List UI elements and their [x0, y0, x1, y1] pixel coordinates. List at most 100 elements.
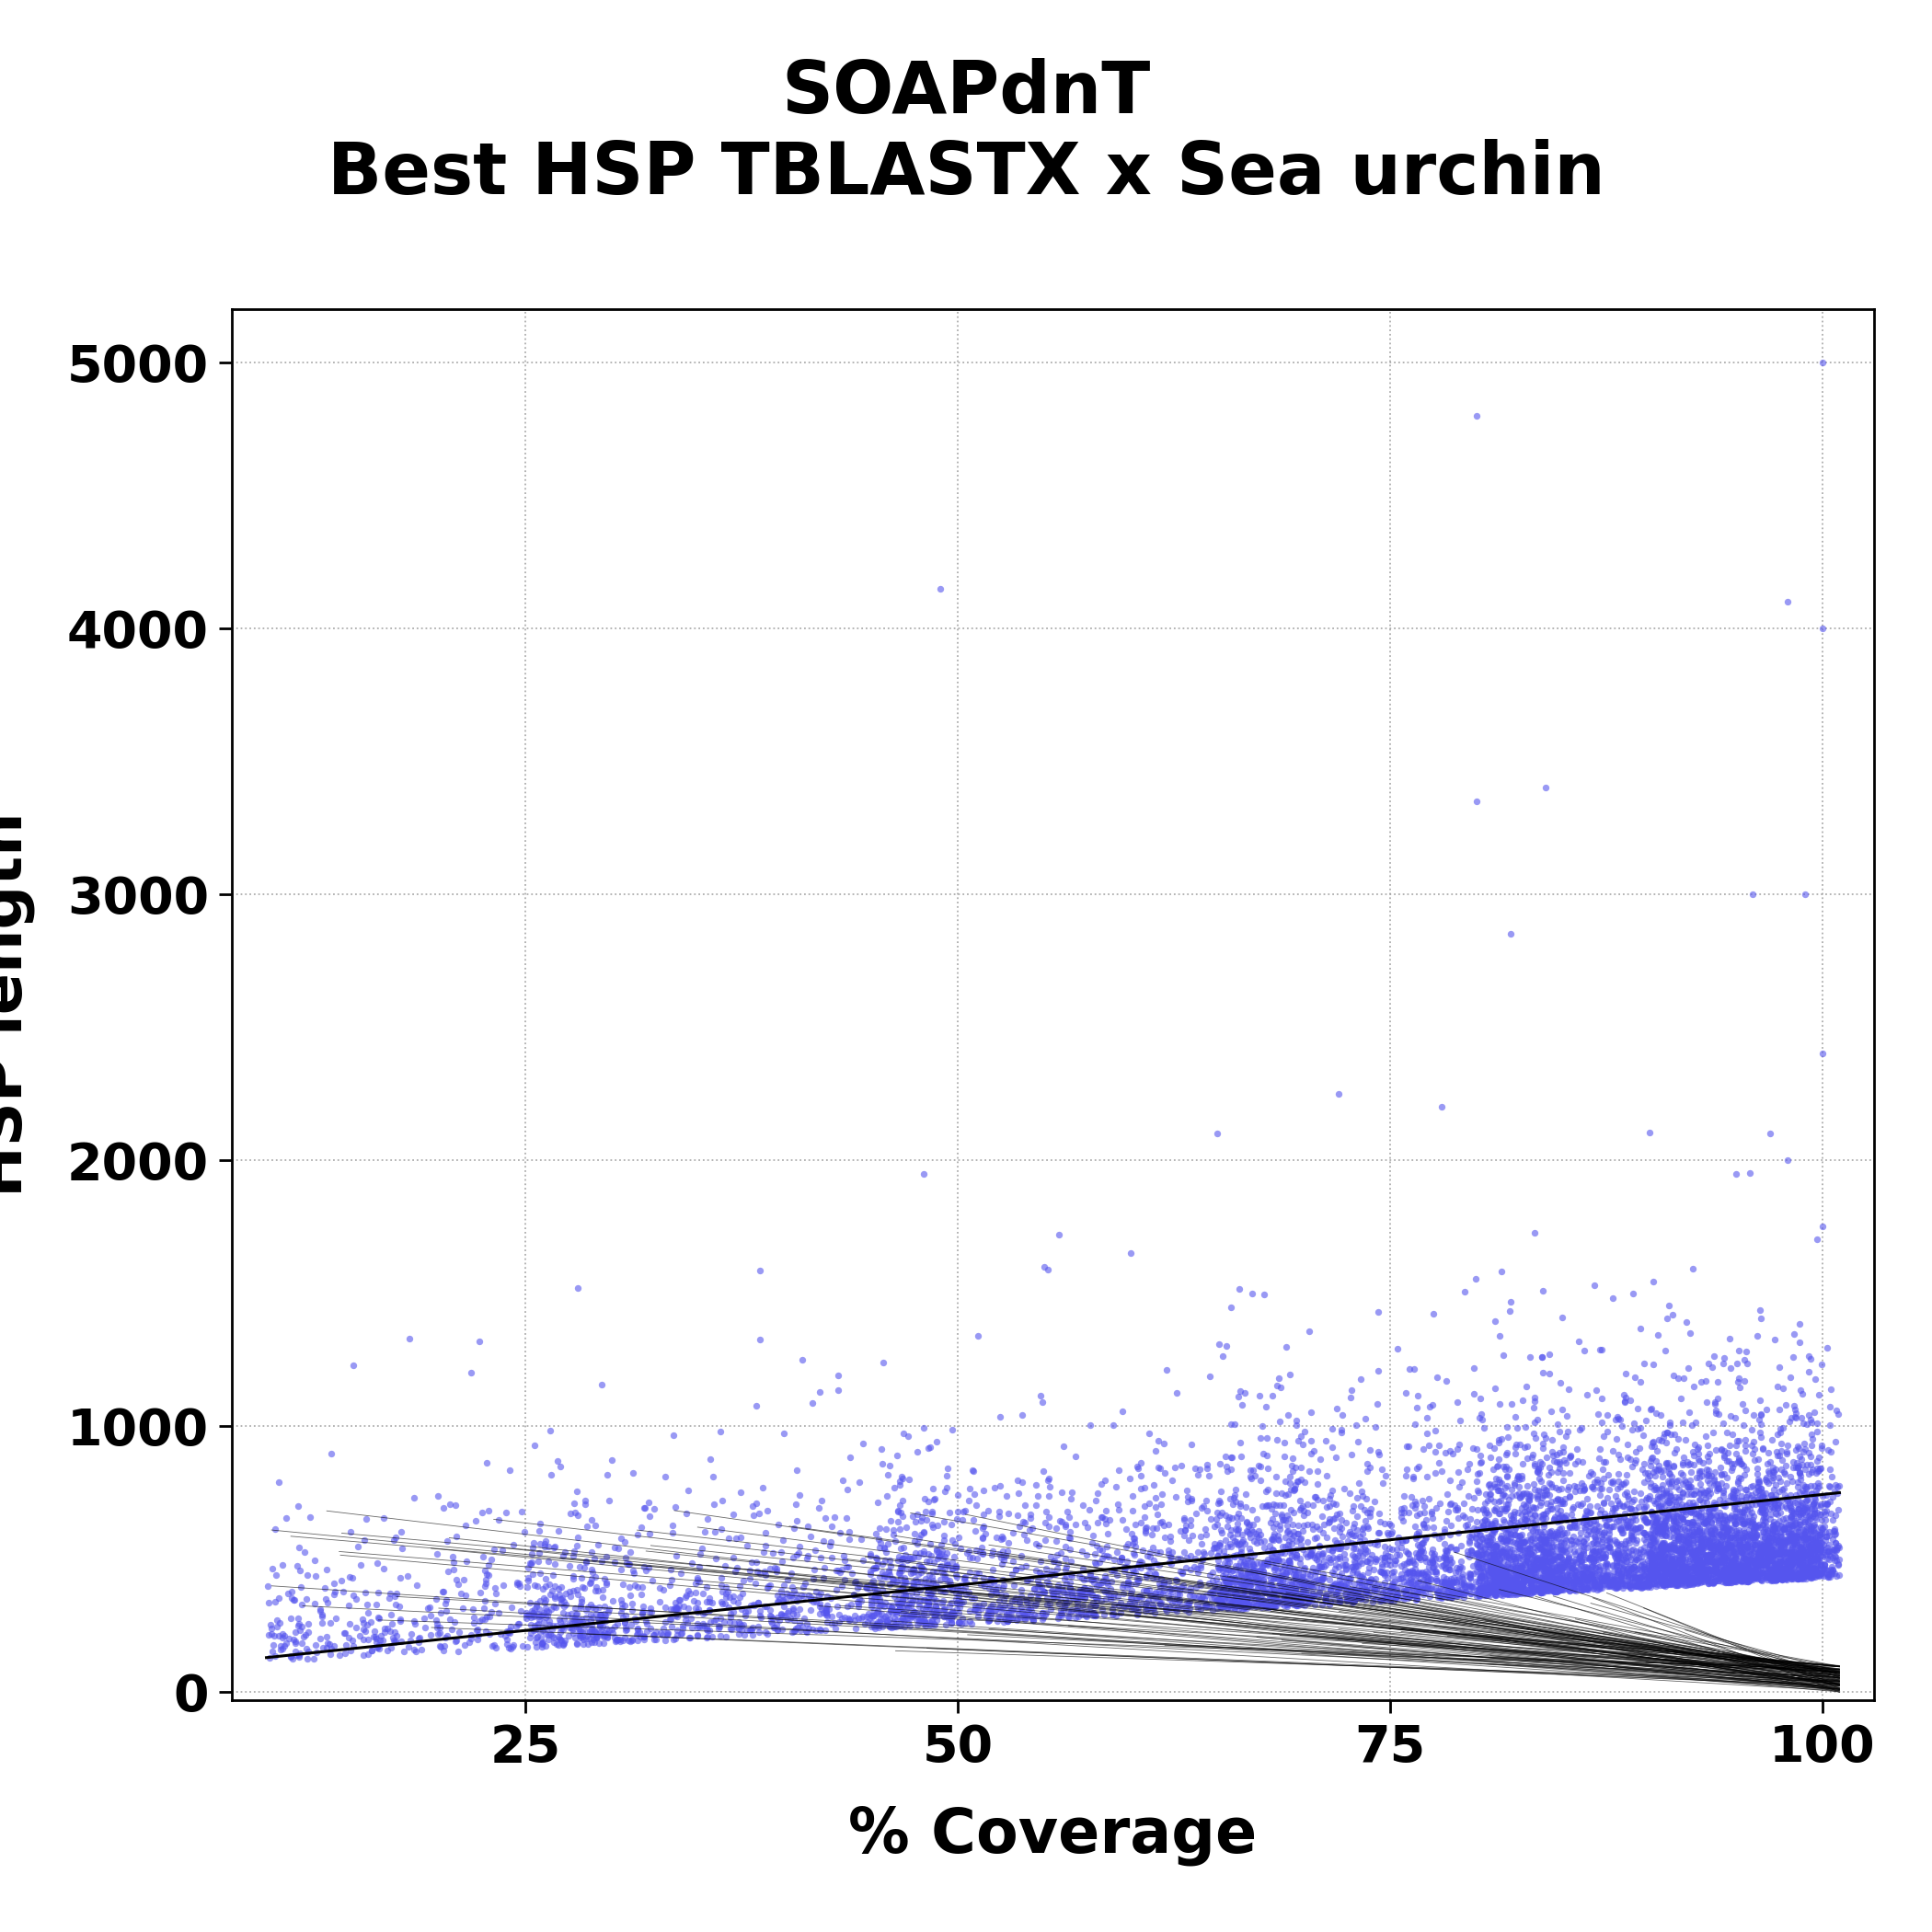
Point: [1517, 1544, 1548, 1575]
Point: [1066, 1577, 1097, 1607]
Point: [589, 1598, 620, 1629]
Point: [1671, 1553, 1702, 1584]
Point: [1097, 1594, 1128, 1625]
Point: [469, 1565, 500, 1596]
Point: [1662, 1464, 1692, 1495]
Point: [1634, 1480, 1665, 1511]
Point: [993, 1605, 1024, 1636]
Point: [1573, 1563, 1604, 1594]
Point: [1797, 1493, 1828, 1524]
Point: [1538, 1520, 1569, 1551]
Point: [1366, 1557, 1397, 1588]
Point: [1795, 1515, 1826, 1546]
Point: [823, 1360, 854, 1391]
Point: [313, 1629, 344, 1660]
Point: [1777, 1542, 1808, 1573]
Point: [1638, 1501, 1669, 1532]
Point: [1333, 1563, 1364, 1594]
Point: [1575, 1457, 1605, 1488]
Point: [582, 1571, 612, 1602]
Point: [1671, 1553, 1702, 1584]
Point: [1368, 1557, 1399, 1588]
Point: [777, 1542, 808, 1573]
Point: [1656, 1561, 1687, 1592]
Point: [1760, 1565, 1791, 1596]
Point: [954, 1536, 985, 1567]
Point: [1801, 1559, 1832, 1590]
Point: [1758, 1555, 1789, 1586]
Point: [1571, 1553, 1602, 1584]
Point: [1032, 1582, 1063, 1613]
Point: [1070, 1540, 1101, 1571]
Point: [1476, 1509, 1507, 1540]
Point: [1269, 1441, 1300, 1472]
Point: [1215, 1573, 1246, 1604]
Point: [1760, 1559, 1791, 1590]
Point: [1768, 1561, 1799, 1592]
Point: [1714, 1503, 1745, 1534]
Point: [709, 1605, 740, 1636]
Point: [719, 1580, 750, 1611]
Point: [1741, 1549, 1772, 1580]
Point: [804, 1598, 835, 1629]
Point: [1658, 1553, 1689, 1584]
Point: [1045, 1598, 1076, 1629]
Point: [1681, 1538, 1712, 1569]
Point: [1725, 1563, 1756, 1594]
Point: [576, 1553, 607, 1584]
Point: [1455, 1563, 1486, 1594]
Point: [1667, 1495, 1698, 1526]
Point: [1729, 1345, 1760, 1376]
Point: [1526, 1428, 1557, 1459]
Point: [846, 1524, 877, 1555]
Point: [1816, 1555, 1847, 1586]
Point: [1499, 1571, 1530, 1602]
Point: [856, 1607, 887, 1638]
Point: [1250, 1391, 1281, 1422]
Point: [1671, 1526, 1702, 1557]
Point: [1634, 1522, 1665, 1553]
Point: [1584, 1553, 1615, 1584]
Point: [440, 1520, 471, 1551]
Point: [724, 1571, 755, 1602]
Point: [1698, 1536, 1729, 1567]
Point: [885, 1466, 916, 1497]
Point: [1472, 1511, 1503, 1542]
Point: [1791, 1524, 1822, 1555]
Point: [1435, 1509, 1466, 1540]
Point: [873, 1461, 904, 1492]
Point: [922, 1542, 952, 1573]
Point: [653, 1617, 684, 1648]
Point: [1745, 1495, 1776, 1526]
Point: [1743, 1551, 1774, 1582]
Point: [1536, 1520, 1567, 1551]
Point: [1428, 1542, 1459, 1573]
Point: [1779, 1548, 1810, 1578]
Point: [1743, 1466, 1774, 1497]
Point: [1804, 1534, 1835, 1565]
Point: [1283, 1555, 1314, 1586]
Point: [647, 1613, 678, 1644]
Point: [1544, 1542, 1575, 1573]
Point: [587, 1370, 618, 1401]
Point: [1654, 1459, 1685, 1490]
Point: [1789, 1515, 1820, 1546]
Point: [1721, 1551, 1752, 1582]
Point: [1806, 1517, 1837, 1548]
Point: [1010, 1604, 1041, 1634]
Point: [1536, 1468, 1567, 1499]
Point: [1783, 1557, 1814, 1588]
Point: [1677, 1486, 1708, 1517]
Point: [1188, 1536, 1219, 1567]
Point: [1503, 1575, 1534, 1605]
Point: [1206, 1578, 1236, 1609]
Point: [607, 1588, 638, 1619]
Point: [1671, 1553, 1702, 1584]
Point: [1372, 1563, 1403, 1594]
Point: [1536, 1563, 1567, 1594]
Point: [1478, 1515, 1509, 1546]
Point: [649, 1625, 680, 1656]
Point: [1376, 1577, 1406, 1607]
Point: [1692, 1546, 1723, 1577]
Point: [1430, 1538, 1461, 1569]
